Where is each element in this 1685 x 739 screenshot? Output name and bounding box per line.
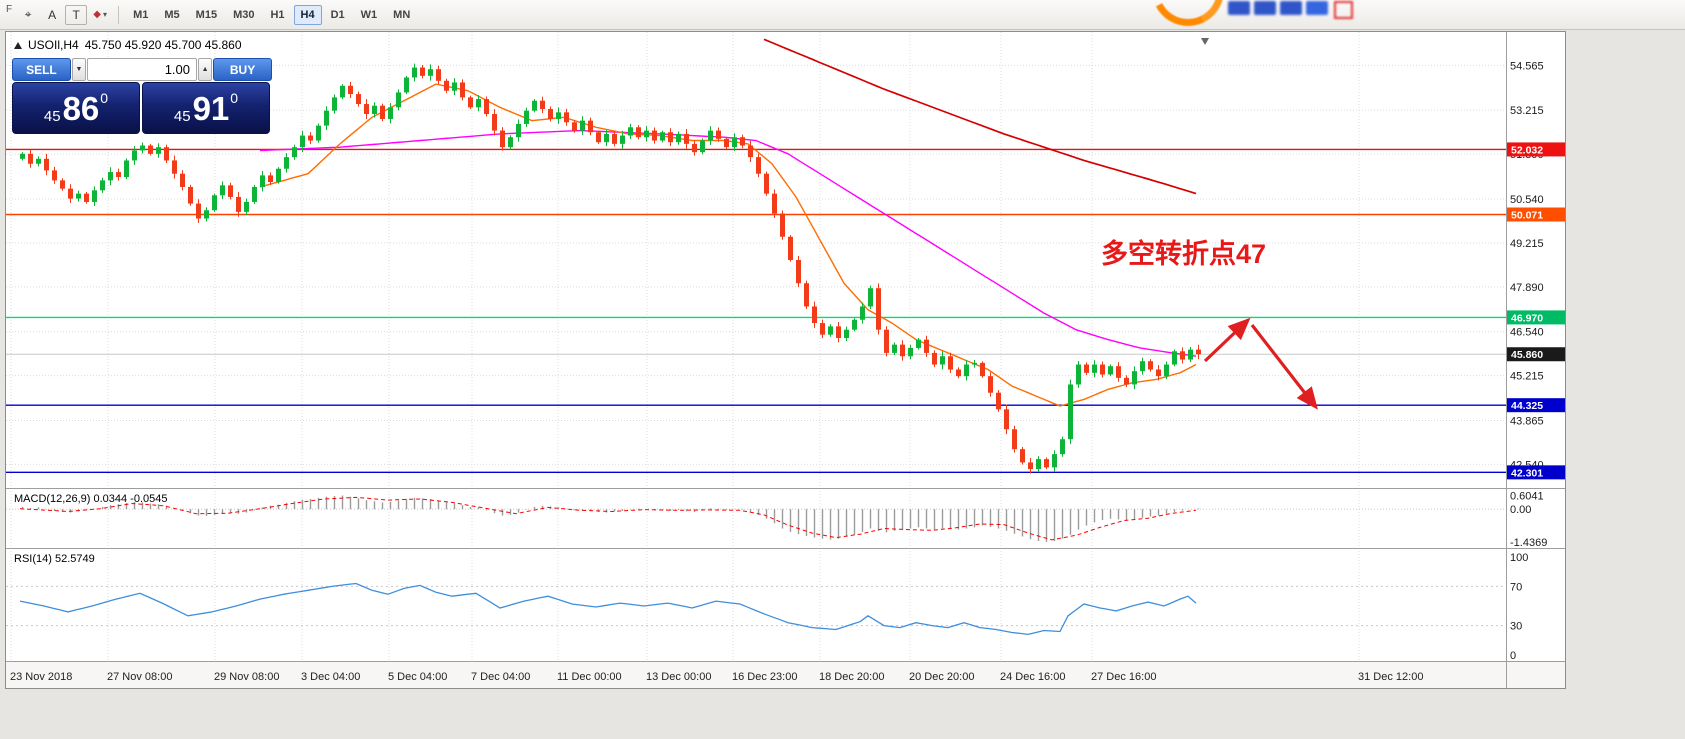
logo-swoosh-icon bbox=[1150, 0, 1234, 30]
svg-text:46.540: 46.540 bbox=[1510, 327, 1544, 339]
svg-text:43.865: 43.865 bbox=[1510, 415, 1544, 427]
ma-long-line bbox=[763, 38, 1197, 195]
timeframe-h4[interactable]: H4 bbox=[293, 4, 322, 25]
arrow-down bbox=[1250, 324, 1318, 410]
svg-text:3 Dec 04:00: 3 Dec 04:00 bbox=[301, 671, 360, 683]
svg-text:70: 70 bbox=[1510, 581, 1522, 593]
price-scale[interactable] bbox=[1507, 32, 1565, 662]
svg-text:18 Dec 20:00: 18 Dec 20:00 bbox=[819, 671, 884, 683]
rsi-line bbox=[19, 582, 1197, 636]
svg-text:0: 0 bbox=[1510, 650, 1516, 662]
chart-symbol: USOIl,H4 bbox=[28, 38, 79, 52]
rsi-indicator-label: RSI(14) 52.5749 bbox=[14, 553, 95, 565]
svg-text:7 Dec 04:00: 7 Dec 04:00 bbox=[471, 671, 530, 683]
svg-text:31 Dec 12:00: 31 Dec 12:00 bbox=[1358, 671, 1423, 683]
price-badge-46.970 bbox=[1507, 310, 1565, 325]
chart-header: USOIl,H4 45.750 45.920 45.700 45.860 bbox=[14, 38, 242, 52]
svg-text:54.565: 54.565 bbox=[1510, 60, 1544, 72]
buy-button[interactable]: BUY bbox=[213, 58, 272, 81]
svg-text:50.540: 50.540 bbox=[1510, 194, 1544, 206]
macd-signal-line bbox=[19, 496, 1197, 541]
time-grid: 23 Nov 2018 27 Nov 08:00 29 Nov 08:00 3 Dec… bbox=[10, 32, 1423, 683]
svg-text:23 Nov 2018: 23 Nov 2018 bbox=[10, 671, 72, 683]
one-click-panel-toggle-icon[interactable] bbox=[14, 41, 22, 49]
crosshair-icon[interactable]: ⌖ bbox=[17, 5, 39, 25]
timeframe-d1[interactable]: D1 bbox=[324, 5, 352, 25]
timeframe-h1[interactable]: H1 bbox=[263, 5, 291, 25]
text-frame-glyph: T bbox=[72, 7, 80, 22]
text-frame-icon[interactable]: T bbox=[65, 4, 88, 25]
svg-text:20 Dec 20:00: 20 Dec 20:00 bbox=[909, 671, 974, 683]
candlesticks[interactable] bbox=[20, 63, 1201, 474]
annotation-text[interactable]: 多空转折点47 bbox=[1101, 239, 1267, 269]
svg-text:52.032: 52.032 bbox=[1511, 144, 1543, 156]
sell-price[interactable]: 45 86 0 bbox=[12, 82, 140, 134]
price-grid: 54.56553.21551.89050.54049.21547.89046.5… bbox=[6, 60, 1544, 471]
svg-text:16 Dec 23:00: 16 Dec 23:00 bbox=[732, 671, 797, 683]
timeframe-m1[interactable]: M1 bbox=[126, 5, 155, 25]
timeframe-m5[interactable]: M5 bbox=[157, 5, 186, 25]
timeframe-w1[interactable]: W1 bbox=[354, 5, 385, 25]
svg-text:29 Nov 08:00: 29 Nov 08:00 bbox=[214, 671, 279, 683]
macd-pane: 0.6041 0.00 -1.4369 bbox=[6, 490, 1547, 549]
svg-text:11 Dec 00:00: 11 Dec 00:00 bbox=[557, 671, 622, 683]
timeframe-m15[interactable]: M15 bbox=[189, 5, 224, 25]
shapes-glyph: ◆ bbox=[93, 9, 101, 20]
price-badges: 52.032 50.071 46.970 45.860 44.325 42.301 bbox=[1507, 142, 1565, 480]
svg-text:50.071: 50.071 bbox=[1511, 210, 1543, 222]
chart-window: 54.56553.21551.89050.54049.21547.89046.5… bbox=[5, 31, 1566, 689]
level-lines[interactable] bbox=[6, 148, 1506, 474]
svg-text:45.215: 45.215 bbox=[1510, 371, 1544, 383]
toolbar: F ⌖ A T ◆ ▾ M1 M5 M15 M30 H1 H4 D1 W1 MN bbox=[0, 0, 1685, 30]
svg-text:-1.4369: -1.4369 bbox=[1510, 537, 1547, 549]
sell-button[interactable]: SELL bbox=[12, 58, 71, 81]
svg-text:100: 100 bbox=[1510, 552, 1528, 564]
buy-price[interactable]: 45 91 0 bbox=[142, 82, 270, 134]
time-scale[interactable] bbox=[6, 662, 1506, 688]
price-badge-45.860 bbox=[1507, 347, 1565, 362]
svg-text:27 Nov 08:00: 27 Nov 08:00 bbox=[107, 671, 172, 683]
svg-text:30: 30 bbox=[1510, 621, 1522, 633]
svg-text:0.00: 0.00 bbox=[1510, 504, 1531, 516]
rsi-pane: 100 70 30 0 bbox=[6, 552, 1528, 662]
price-badge-42.301 bbox=[1507, 465, 1565, 480]
text-label-icon[interactable]: A bbox=[41, 5, 63, 25]
svg-text:53.215: 53.215 bbox=[1510, 105, 1544, 117]
svg-text:47.890: 47.890 bbox=[1510, 282, 1544, 294]
price-badge-52.032 bbox=[1507, 142, 1565, 157]
crosshair-glyph: ⌖ bbox=[24, 7, 32, 21]
svg-text:42.301: 42.301 bbox=[1511, 467, 1543, 479]
volume-decrease-button[interactable]: ▼ bbox=[71, 58, 86, 81]
ma-mid-line bbox=[259, 129, 1197, 357]
svg-text:46.970: 46.970 bbox=[1511, 312, 1543, 324]
timeframe-mn[interactable]: MN bbox=[386, 5, 417, 25]
svg-text:5 Dec 04:00: 5 Dec 04:00 bbox=[388, 671, 447, 683]
price-badge-50.071 bbox=[1507, 207, 1565, 222]
annotation-arrows[interactable] bbox=[1203, 317, 1318, 410]
svg-text:24 Dec 16:00: 24 Dec 16:00 bbox=[1000, 671, 1065, 683]
text-label-glyph: A bbox=[48, 7, 57, 22]
toolbar-separator bbox=[118, 5, 120, 24]
broker-logo bbox=[1150, 0, 1365, 30]
file-hint: F bbox=[6, 4, 13, 15]
svg-text:0.6041: 0.6041 bbox=[1510, 490, 1544, 502]
svg-text:45.860: 45.860 bbox=[1511, 349, 1543, 361]
volume-increase-button[interactable]: ▲ bbox=[198, 58, 213, 81]
volume-input[interactable] bbox=[87, 58, 197, 81]
svg-text:44.325: 44.325 bbox=[1511, 400, 1543, 412]
price-badge-44.325 bbox=[1507, 398, 1565, 413]
macd-indicator-label: MACD(12,26,9) 0.0344 -0.0545 bbox=[14, 493, 168, 505]
chart-canvas[interactable]: 54.56553.21551.89050.54049.21547.89046.5… bbox=[6, 32, 1565, 688]
svg-text:13 Dec 00:00: 13 Dec 00:00 bbox=[646, 671, 711, 683]
shapes-icon[interactable]: ◆ ▾ bbox=[89, 5, 111, 25]
chevron-down-icon: ▾ bbox=[102, 10, 107, 19]
shift-marker-icon bbox=[1201, 38, 1209, 45]
timeframe-m30[interactable]: M30 bbox=[226, 5, 261, 25]
arrow-up bbox=[1203, 317, 1251, 363]
svg-text:27 Dec 16:00: 27 Dec 16:00 bbox=[1091, 671, 1156, 683]
svg-text:49.215: 49.215 bbox=[1510, 238, 1544, 250]
chart-ohlc: 45.750 45.920 45.700 45.860 bbox=[84, 38, 242, 52]
